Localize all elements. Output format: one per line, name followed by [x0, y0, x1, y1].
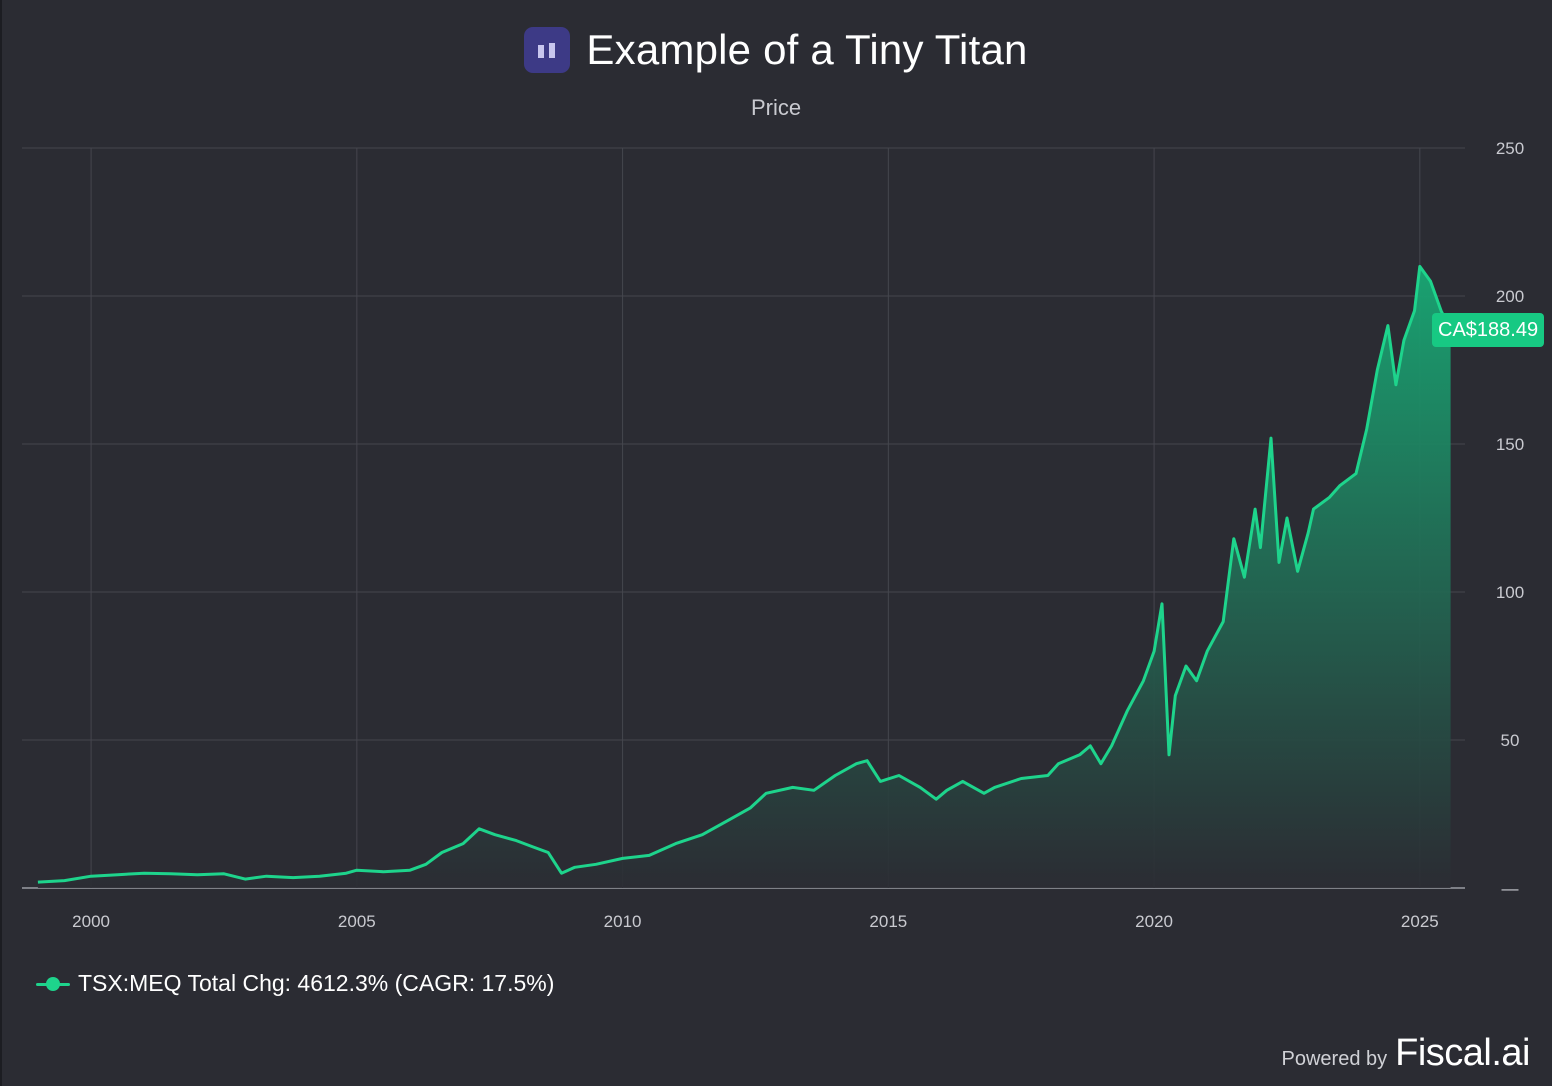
- x-tick-label: 2005: [338, 912, 376, 931]
- legend-series-icon: [36, 976, 70, 991]
- last-price-badge: CA$188.49: [1432, 313, 1545, 347]
- x-tick-label: 2020: [1135, 912, 1173, 931]
- x-tick-label: 2000: [72, 912, 110, 931]
- x-tick-label: 2010: [604, 912, 642, 931]
- y-tick-label: 150: [1496, 435, 1524, 454]
- brand-logo: Fiscal.ai: [1395, 1032, 1530, 1074]
- x-tick-label: 2015: [869, 912, 907, 931]
- legend-label: TSX:MEQ Total Chg: 4612.3% (CAGR: 17.5%): [78, 970, 555, 996]
- y-tick-label: 200: [1496, 287, 1524, 306]
- y-tick-label: 100: [1496, 583, 1524, 602]
- x-tick-label: 2025: [1401, 912, 1439, 931]
- powered-by-footer[interactable]: Powered by Fiscal.ai: [1282, 1032, 1531, 1075]
- y-tick-label: —: [1502, 879, 1519, 898]
- powered-by-text: Powered by: [1281, 1048, 1388, 1070]
- y-tick-label: 250: [1496, 139, 1524, 158]
- chart-subtitle: Price: [750, 95, 802, 120]
- chart-legend[interactable]: TSX:MEQ Total Chg: 4612.3% (CAGR: 17.5%): [36, 970, 554, 997]
- bar-logo-icon: [524, 27, 571, 73]
- chart-title: Example of a Tiny Titan: [586, 26, 1028, 73]
- series-area: [37, 266, 1451, 888]
- series-line: [37, 264, 1452, 884]
- chart-header: Example of a Tiny Titan: [0, 26, 1552, 74]
- y-tick-label: 50: [1501, 731, 1520, 750]
